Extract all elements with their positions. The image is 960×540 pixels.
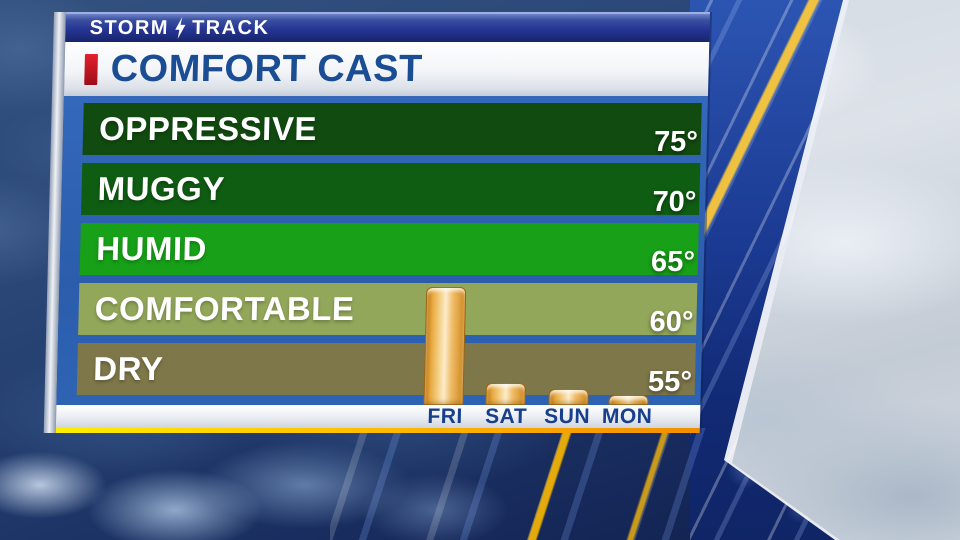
day-label-fri: FRI (427, 405, 464, 428)
red-accent-block (84, 53, 98, 85)
band-label: COMFORTABLE (94, 290, 355, 327)
comfort-chart: OPPRESSIVE MUGGY HUMID COMFORTABLE DRY 7… (56, 96, 708, 405)
band-label: HUMID (95, 230, 208, 267)
panel-bottom-accent-line (55, 428, 700, 433)
lightning-bolt-icon (174, 17, 188, 39)
day-axis-strip: FRI SAT SUN MON (55, 405, 701, 428)
day-label-mon: MON (601, 405, 653, 428)
axis-tick-70: 70° (652, 186, 697, 218)
band-label: OPPRESSIVE (98, 110, 318, 147)
background-streaks-bottom (330, 428, 725, 540)
day-label-sat: SAT (484, 405, 528, 428)
band-label: MUGGY (97, 170, 226, 207)
band-label: DRY (92, 350, 164, 387)
bar-fri (423, 287, 467, 405)
brand-storm-label: STORM (89, 17, 170, 39)
comfort-cast-panel: STORM TRACK COMFORT CAST OPPRESSIVE MUGG… (43, 12, 712, 433)
bar-sun (548, 389, 589, 405)
axis-tick-60: 60° (649, 306, 694, 338)
axis-tick-65: 65° (650, 246, 696, 278)
bar-sat (485, 383, 526, 405)
panel-content: STORM TRACK COMFORT CAST OPPRESSIVE MUGG… (55, 12, 712, 433)
storm-track-bar: STORM TRACK (65, 14, 710, 42)
axis-tick-75: 75° (653, 126, 699, 158)
axis-tick-55: 55° (647, 366, 693, 398)
page-title: COMFORT CAST (110, 47, 424, 90)
brand-track-label: TRACK (191, 17, 270, 39)
title-bar: COMFORT CAST (63, 42, 710, 96)
bar-mon (608, 395, 649, 405)
